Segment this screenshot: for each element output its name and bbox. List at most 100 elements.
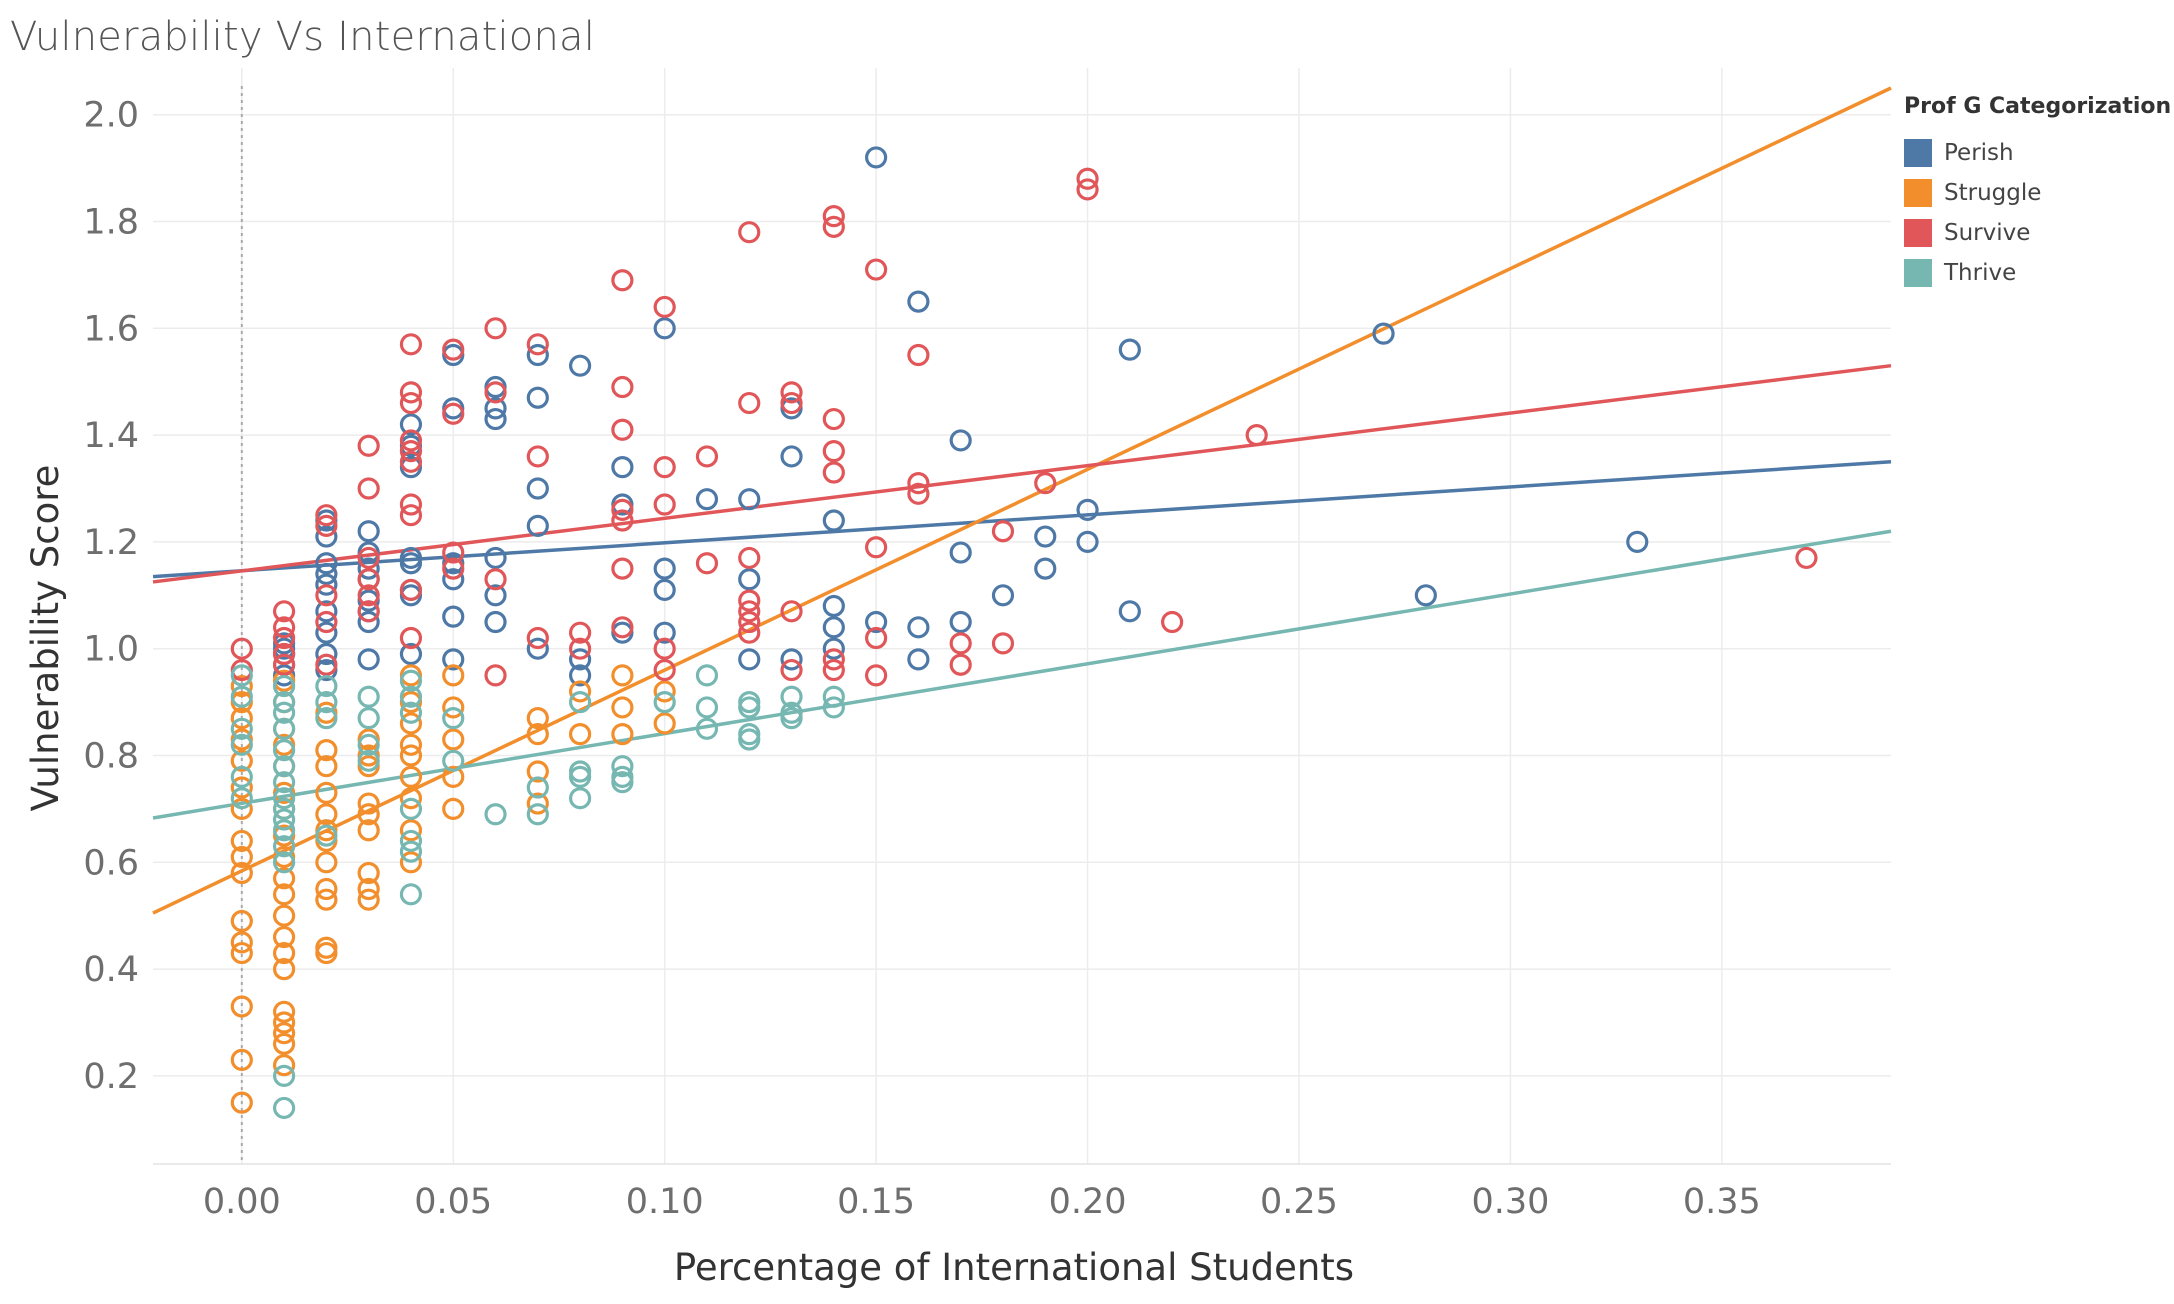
data-point[interactable] — [653, 690, 676, 714]
data-point[interactable] — [357, 610, 380, 634]
data-point[interactable] — [568, 354, 592, 377]
data-point[interactable] — [357, 648, 380, 671]
data-point[interactable] — [1626, 530, 1649, 553]
data-point[interactable] — [315, 739, 338, 762]
data-point[interactable] — [822, 685, 845, 708]
data-point[interactable] — [399, 381, 423, 404]
data-point[interactable] — [272, 755, 296, 778]
data-point[interactable] — [907, 290, 930, 313]
data-point[interactable] — [949, 632, 972, 655]
data-point[interactable] — [568, 690, 592, 714]
data-point[interactable] — [695, 488, 719, 511]
data-point[interactable] — [357, 707, 380, 730]
data-point[interactable] — [315, 504, 338, 527]
data-point[interactable] — [780, 381, 803, 404]
data-point[interactable] — [738, 696, 761, 719]
data-point[interactable] — [442, 707, 465, 730]
data-point[interactable] — [653, 295, 676, 319]
data-point[interactable] — [526, 707, 549, 730]
data-point[interactable] — [315, 707, 338, 730]
data-point[interactable] — [949, 541, 972, 564]
data-point[interactable] — [357, 877, 380, 901]
data-point[interactable] — [526, 792, 549, 815]
data-point[interactable] — [611, 375, 634, 399]
data-point[interactable] — [1372, 322, 1395, 345]
data-point[interactable] — [611, 755, 634, 778]
data-point[interactable] — [526, 723, 549, 746]
data-point[interactable] — [230, 1048, 253, 1071]
data-point[interactable] — [611, 269, 634, 292]
data-point[interactable] — [442, 557, 465, 580]
data-point[interactable] — [315, 877, 338, 901]
data-point[interactable] — [357, 685, 380, 708]
data-point[interactable] — [653, 557, 676, 580]
data-point[interactable] — [357, 434, 380, 457]
data-point[interactable] — [738, 589, 761, 612]
data-point[interactable] — [315, 525, 338, 548]
data-point[interactable] — [611, 771, 634, 794]
data-point[interactable] — [230, 674, 253, 698]
data-point[interactable] — [315, 562, 338, 586]
data-point[interactable] — [822, 658, 845, 682]
data-point[interactable] — [230, 776, 253, 799]
data-point[interactable] — [865, 626, 888, 650]
data-point[interactable] — [526, 514, 549, 537]
data-point[interactable] — [442, 696, 465, 719]
data-point[interactable] — [357, 568, 380, 591]
data-point[interactable] — [315, 824, 338, 847]
data-point[interactable] — [822, 648, 845, 671]
data-point[interactable] — [653, 712, 676, 735]
data-point[interactable] — [315, 755, 338, 778]
data-point[interactable] — [399, 851, 423, 874]
data-point[interactable] — [230, 941, 253, 965]
data-point[interactable] — [695, 664, 719, 687]
data-point[interactable] — [399, 840, 423, 863]
data-point[interactable] — [568, 680, 592, 703]
legend-item-thrive[interactable]: Thrive — [1904, 253, 2171, 293]
data-point[interactable] — [822, 461, 845, 484]
data-point[interactable] — [822, 696, 845, 719]
data-point[interactable] — [230, 637, 253, 660]
data-point[interactable] — [695, 717, 719, 740]
data-point[interactable] — [315, 514, 338, 537]
data-point[interactable] — [442, 797, 465, 820]
data-point[interactable] — [442, 605, 465, 628]
data-point[interactable] — [272, 904, 296, 927]
data-point[interactable] — [442, 728, 465, 751]
data-point[interactable] — [315, 803, 338, 826]
data-point[interactable] — [230, 717, 253, 740]
data-point[interactable] — [442, 568, 465, 591]
legend-item-struggle[interactable]: Struggle — [1904, 173, 2171, 213]
data-point[interactable] — [399, 733, 423, 756]
data-point[interactable] — [526, 626, 549, 650]
data-point[interactable] — [653, 680, 676, 703]
data-point[interactable] — [526, 445, 549, 468]
data-point[interactable] — [907, 343, 930, 367]
data-point[interactable] — [695, 552, 719, 575]
data-point[interactable] — [1161, 610, 1184, 634]
data-point[interactable] — [526, 776, 549, 799]
data-point[interactable] — [399, 429, 423, 452]
data-point[interactable] — [230, 931, 253, 954]
data-point[interactable] — [399, 819, 423, 842]
data-point[interactable] — [272, 1032, 296, 1055]
data-point[interactable] — [442, 402, 465, 425]
data-point[interactable] — [568, 765, 592, 788]
data-point[interactable] — [907, 482, 930, 505]
data-point[interactable] — [272, 883, 296, 906]
data-point[interactable] — [272, 957, 296, 981]
data-point[interactable] — [611, 498, 634, 521]
data-point[interactable] — [230, 685, 253, 708]
data-point[interactable] — [399, 626, 423, 650]
data-point[interactable] — [315, 621, 338, 644]
data-point[interactable] — [484, 584, 507, 607]
data-point[interactable] — [653, 658, 676, 682]
legend-item-perish[interactable]: Perish — [1904, 133, 2171, 173]
data-point[interactable] — [357, 600, 380, 623]
data-point[interactable] — [780, 685, 803, 708]
legend-item-survive[interactable]: Survive — [1904, 213, 2171, 253]
data-point[interactable] — [272, 690, 296, 714]
data-point[interactable] — [230, 995, 253, 1018]
data-point[interactable] — [907, 616, 930, 639]
data-point[interactable] — [484, 568, 507, 591]
